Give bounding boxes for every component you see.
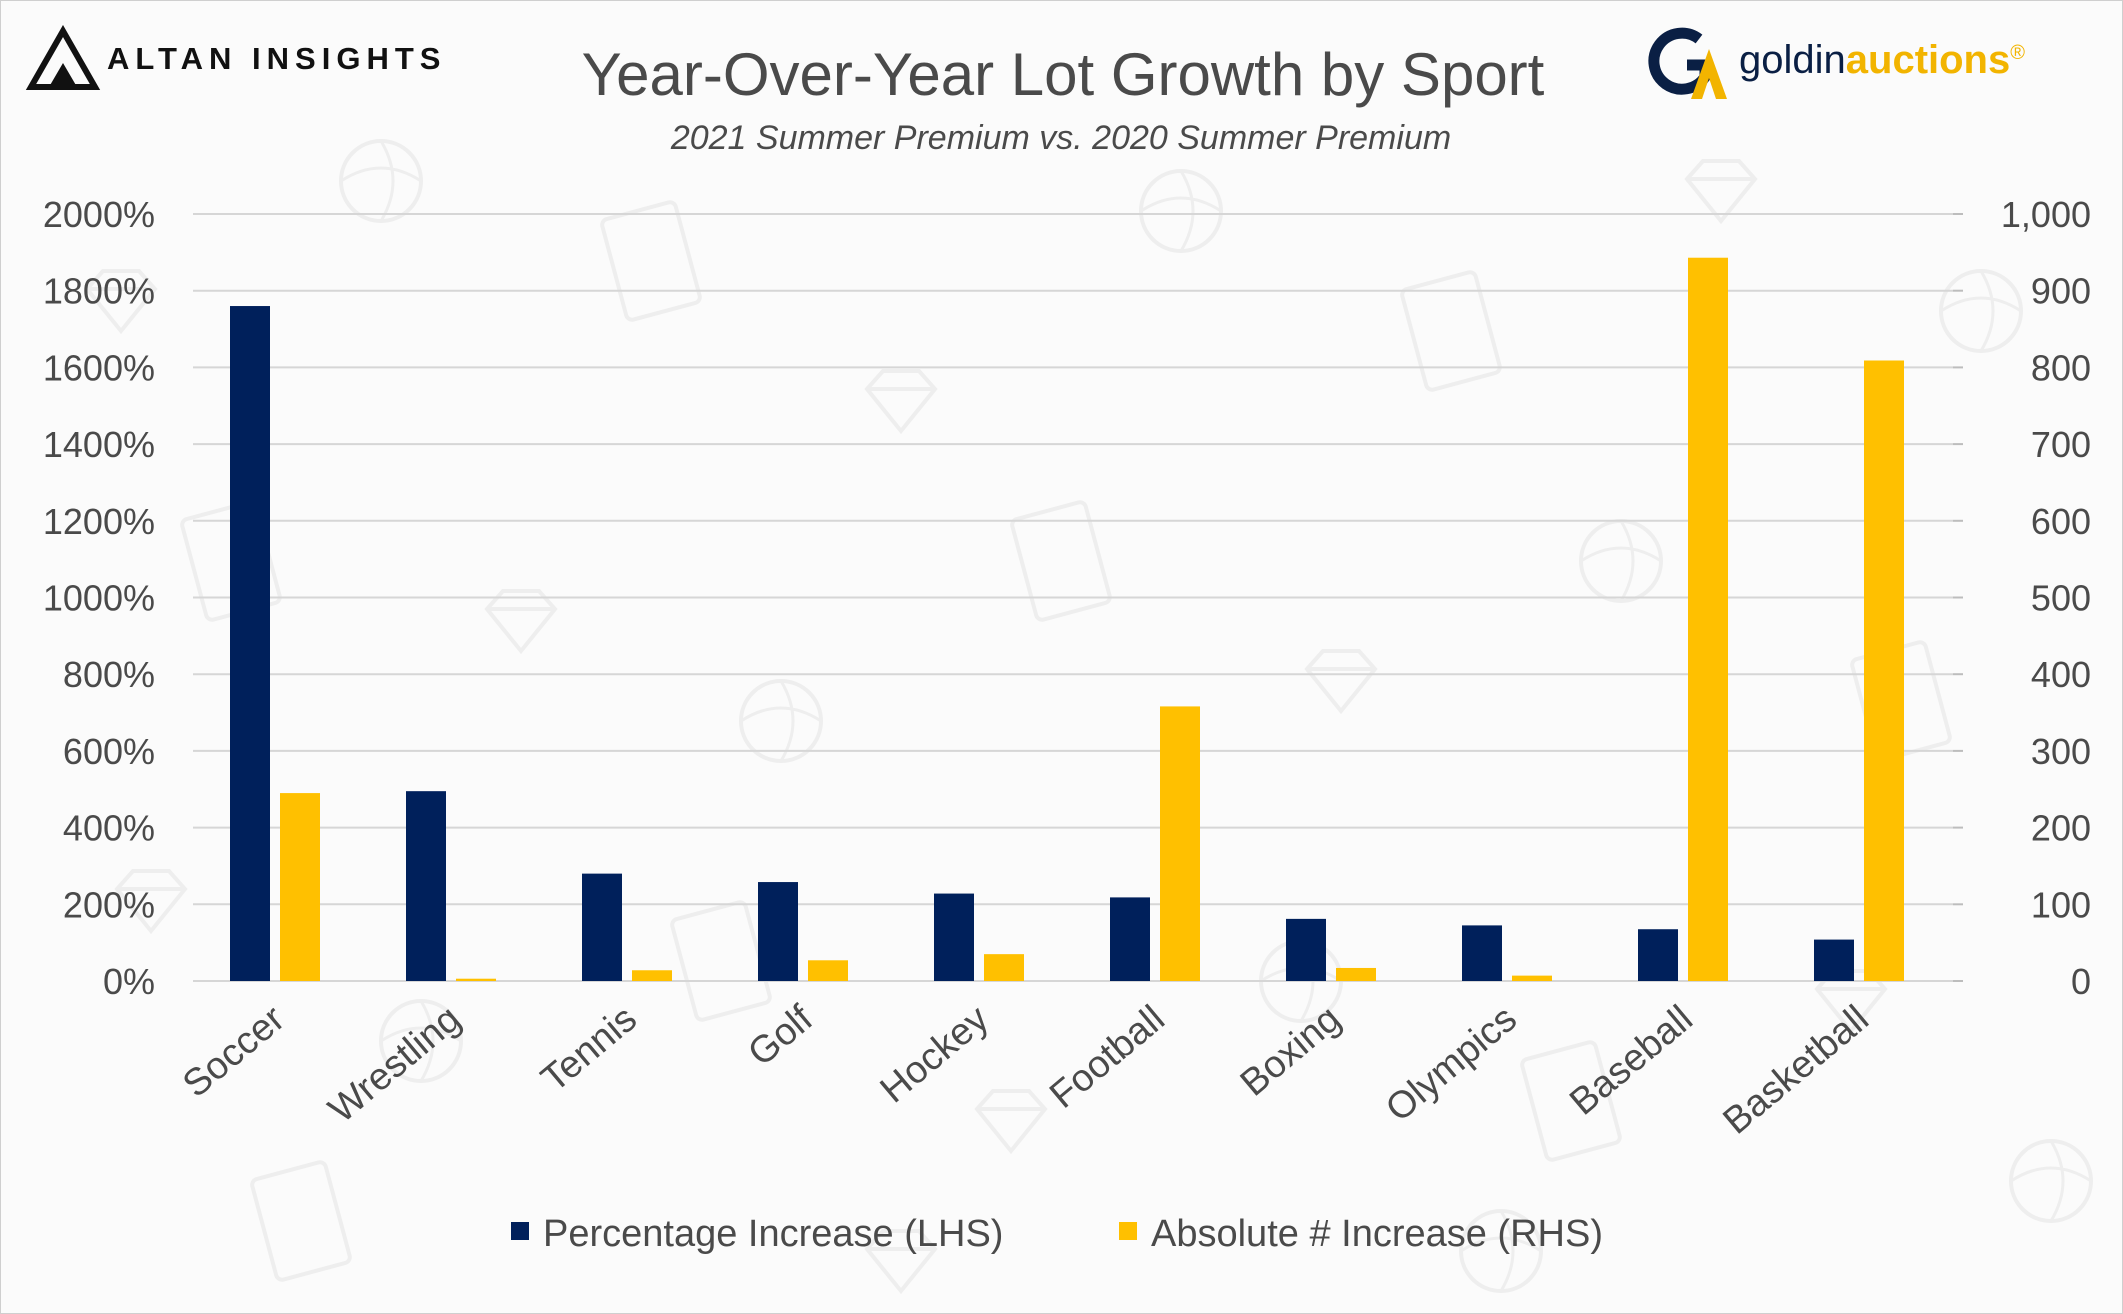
bar-absolute-increase xyxy=(632,970,672,981)
category-label: Tennis xyxy=(534,998,645,1101)
legend-label: Percentage Increase (LHS) xyxy=(543,1213,1003,1255)
goldin-logo-text: goldin xyxy=(1739,38,1846,82)
right-axis-tick-label: 700 xyxy=(2031,424,2091,465)
ball-seam-pattern xyxy=(2010,1140,2092,1222)
trademark-symbol: ® xyxy=(2010,42,2025,64)
ball-seam-pattern xyxy=(380,1000,462,1082)
altan-triangle-icon xyxy=(25,25,101,90)
right-axis-tick-label: 900 xyxy=(2031,271,2091,312)
legend-label: Absolute # Increase (RHS) xyxy=(1151,1213,1603,1255)
diamond-pattern-icon xyxy=(864,369,938,435)
right-axis-ticks: 0 100 200 300 400 500 600 700 800 900 1,000 xyxy=(2001,194,2091,1002)
card-pattern-icon xyxy=(670,900,772,1022)
right-axis-tick-label: 1,000 xyxy=(2001,194,2091,235)
bar-percentage-increase xyxy=(1286,918,1326,981)
right-axis-tick-label: 600 xyxy=(2031,501,2091,542)
left-axis-tick-label: 2000% xyxy=(43,194,155,235)
ball-seam-pattern xyxy=(1460,1210,1542,1292)
bar-percentage-increase xyxy=(406,791,446,981)
left-axis-tick-label: 600% xyxy=(63,731,155,772)
right-axis-tick-label: 500 xyxy=(2031,578,2091,619)
goldin-auctions-logo: goldinauctions® xyxy=(1648,27,2025,99)
altan-insights-logo: ALTAN INSIGHTS xyxy=(25,25,446,90)
right-axis-tick-label: 400 xyxy=(2031,654,2091,695)
bar-percentage-increase xyxy=(230,306,270,981)
bar-absolute-increase xyxy=(1688,257,1728,981)
left-axis-tick-label: 1600% xyxy=(43,347,155,388)
bar-percentage-increase xyxy=(1462,925,1502,981)
ball-seam-pattern xyxy=(1140,170,1222,252)
left-axis-tick-label: 1200% xyxy=(43,501,155,542)
ball-seam-pattern xyxy=(740,680,822,762)
legend-swatch xyxy=(511,1222,529,1240)
diamond-pattern-icon xyxy=(484,589,558,655)
left-axis-tick-label: 1400% xyxy=(43,424,155,465)
category-labels: Soccer Wrestling Tennis Golf Hockey Football B… xyxy=(175,997,1877,1142)
diamond-pattern-icon xyxy=(974,1089,1048,1155)
ga-monogram-icon xyxy=(1648,27,1727,99)
left-axis-tick-label: 1800% xyxy=(43,271,155,312)
bar-percentage-increase xyxy=(1814,939,1854,981)
right-axis-tick-label: 300 xyxy=(2031,731,2091,772)
bar-absolute-increase xyxy=(1864,360,1904,981)
svg-text:goldinauctions®: goldinauctions® xyxy=(1739,38,2025,82)
card-pattern-icon xyxy=(1520,1040,1622,1162)
left-axis-tick-label: 1000% xyxy=(43,578,155,619)
category-label: Football xyxy=(1042,998,1173,1117)
bar-absolute-increase xyxy=(1160,706,1200,981)
right-axis-tick-label: 800 xyxy=(2031,347,2091,388)
card-pattern-icon xyxy=(1400,270,1502,392)
category-label: Golf xyxy=(740,997,821,1074)
card-pattern-icon xyxy=(250,1160,352,1282)
chart-title: Year-Over-Year Lot Growth by Sport xyxy=(582,41,1545,108)
bar-absolute-increase xyxy=(808,960,848,981)
ball-seam-pattern xyxy=(1580,520,1662,602)
diamond-pattern-icon xyxy=(114,869,188,935)
bar-percentage-increase xyxy=(582,873,622,981)
legend: Percentage Increase (LHS) Absolute # Incr… xyxy=(511,1213,1603,1255)
card-pattern-icon xyxy=(1010,500,1112,622)
diamond-pattern-icon xyxy=(864,1229,938,1295)
category-label: Wrestling xyxy=(321,998,469,1132)
right-axis-tick-label: 100 xyxy=(2031,884,2091,925)
left-axis-tick-label: 0% xyxy=(103,961,155,1002)
category-label: Hockey xyxy=(873,998,997,1112)
category-label: Baseball xyxy=(1562,998,1701,1124)
category-label: Boxing xyxy=(1233,998,1349,1105)
diamond-pattern-icon xyxy=(84,269,158,335)
bar-absolute-increase xyxy=(280,793,320,981)
diamond-pattern-icon xyxy=(1304,649,1378,715)
right-axis-tick-label: 200 xyxy=(2031,808,2091,849)
bar-percentage-increase xyxy=(1110,897,1150,981)
bar-absolute-increase xyxy=(984,954,1024,981)
bar-percentage-increase xyxy=(1638,929,1678,981)
bar-percentage-increase xyxy=(934,893,974,981)
card-pattern-icon xyxy=(600,200,702,322)
category-label: Olympics xyxy=(1378,998,1525,1131)
bar-absolute-increase xyxy=(1336,967,1376,981)
category-label: Basketball xyxy=(1715,998,1876,1143)
right-axis-tick-label: 0 xyxy=(2071,961,2091,1002)
left-axis-ticks: 0% 200% 400% 600% 800% 1000% 1200% 1400% 1600% 18… xyxy=(43,194,155,1002)
left-axis-tick-label: 800% xyxy=(63,654,155,695)
bar-absolute-increase xyxy=(456,978,496,981)
bars xyxy=(230,257,1904,981)
bar-percentage-increase xyxy=(758,882,798,981)
auctions-logo-text: auctions xyxy=(1846,38,2010,82)
bar-absolute-increase xyxy=(1512,975,1552,981)
gridlines xyxy=(193,213,1963,982)
left-axis-tick-label: 400% xyxy=(63,808,155,849)
legend-swatch xyxy=(1119,1222,1137,1240)
category-label: Soccer xyxy=(175,998,293,1106)
chart-subtitle: 2021 Summer Premium vs. 2020 Summer Prem… xyxy=(670,119,1451,157)
altan-logo-text: ALTAN INSIGHTS xyxy=(107,41,446,76)
ball-seam-pattern xyxy=(1940,270,2022,352)
left-axis-tick-label: 200% xyxy=(63,884,155,925)
